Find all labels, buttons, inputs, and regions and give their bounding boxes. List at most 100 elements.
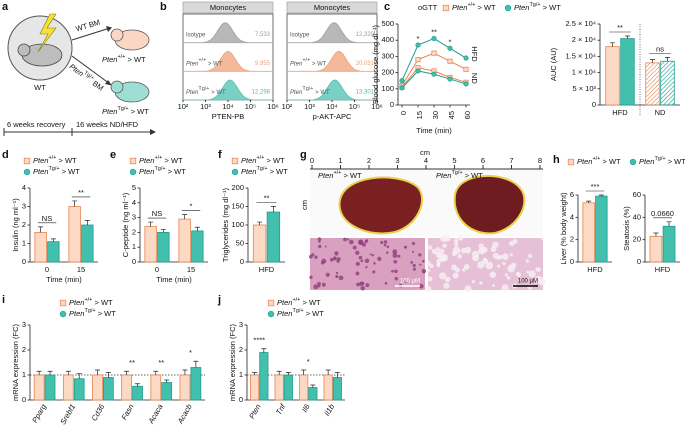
y-tick-label: 1 — [22, 370, 26, 379]
panel-letter: a — [2, 1, 9, 13]
cell — [472, 254, 480, 262]
cell — [383, 243, 387, 247]
cell — [439, 272, 447, 280]
bar — [103, 377, 114, 401]
annotation: ** — [264, 193, 270, 202]
cell — [426, 268, 431, 272]
x-tick-label: HFD — [655, 265, 671, 274]
annotation: 0.0660 — [651, 209, 674, 218]
text-part: Tg/+ — [48, 166, 59, 172]
cell — [464, 285, 472, 293]
cell — [355, 250, 360, 255]
cell — [394, 276, 399, 281]
panel-letter: h — [553, 154, 560, 166]
ruler-label: 0 — [310, 156, 314, 165]
text-part: Tg/+ — [302, 86, 313, 92]
x-axis-label: Time (min) — [156, 275, 192, 284]
y-axis-label: Triglycerides (mg dl⁻¹) — [221, 187, 230, 262]
bar — [662, 225, 676, 263]
marker — [567, 158, 575, 166]
cell — [535, 267, 539, 271]
text-part: > WT — [206, 61, 223, 67]
text-part: +/+ — [333, 170, 341, 176]
cell — [436, 258, 441, 264]
marker — [463, 55, 469, 61]
error-bar — [148, 221, 154, 227]
annotation: ** — [158, 358, 164, 367]
bar — [250, 374, 260, 401]
cell — [431, 248, 438, 255]
text-part: Pten — [102, 107, 117, 116]
cell — [317, 237, 322, 241]
error-bar — [65, 370, 71, 375]
bar — [33, 374, 45, 401]
x-tick-label: 45 — [447, 111, 456, 119]
error-bar — [47, 370, 53, 375]
error-bar — [84, 220, 90, 225]
text-part: Tg/+ — [451, 170, 462, 176]
y-axis-label: mRNA expression (FC) — [228, 323, 237, 401]
text-part: > WT — [60, 167, 81, 176]
error-bar — [664, 57, 670, 62]
annotation: *** — [591, 182, 600, 191]
x-tick-label: 10² — [282, 102, 293, 111]
marker — [267, 310, 275, 318]
cell — [429, 263, 434, 269]
cell — [419, 263, 422, 266]
annotation: NS — [152, 209, 162, 218]
marker — [431, 71, 437, 77]
cell — [338, 275, 344, 281]
value-label: 13,301 — [356, 90, 375, 96]
legend-label: Pten+/+ > WT — [241, 155, 285, 165]
x-tick-label: HFD — [612, 108, 628, 117]
cell — [490, 246, 497, 253]
marker — [59, 299, 67, 307]
cell — [308, 254, 313, 259]
value-label: 12,320 — [356, 32, 375, 38]
ruler-label: 5 — [452, 156, 456, 165]
cell — [355, 261, 360, 266]
ruler-label: 8 — [538, 156, 542, 165]
series-label: ND — [470, 73, 479, 84]
cell — [369, 253, 372, 256]
cell — [393, 259, 398, 264]
schematic — [3, 13, 156, 136]
bar — [595, 195, 608, 263]
y-tick-label: 500 — [381, 19, 394, 28]
bar — [178, 218, 191, 263]
cell — [346, 238, 350, 241]
x-tick-label: Pten — [247, 402, 263, 420]
cell — [528, 270, 536, 278]
text-part: Tg/+ — [154, 166, 165, 172]
y-tick-label: 3 — [22, 320, 26, 329]
series-label: HFD — [470, 46, 479, 62]
error-bar — [653, 232, 659, 237]
marker — [59, 310, 67, 318]
x-tick-label: 10² — [178, 102, 189, 111]
x-tick-label: Fasn — [119, 402, 135, 421]
cell — [334, 257, 337, 260]
error-bar — [105, 372, 111, 378]
cell — [452, 246, 461, 255]
error-bar — [666, 221, 672, 227]
marker — [442, 4, 450, 12]
cell — [412, 263, 416, 268]
annotation: ** — [129, 358, 135, 367]
bar — [299, 374, 309, 401]
annotation: **** — [253, 336, 265, 345]
bar — [34, 231, 47, 263]
y-tick-label: 2 — [22, 220, 26, 229]
cell — [377, 256, 382, 262]
cell — [318, 240, 321, 243]
error-bar — [610, 42, 616, 47]
bar — [179, 374, 191, 401]
text-part: +/+ — [302, 58, 310, 64]
panel-letter: j — [217, 294, 221, 306]
text-part: +/+ — [84, 297, 92, 303]
cell — [425, 260, 431, 266]
bar — [323, 374, 333, 401]
marker — [129, 157, 137, 165]
panel-letter: b — [160, 1, 167, 13]
text-part: Pten — [290, 61, 303, 67]
